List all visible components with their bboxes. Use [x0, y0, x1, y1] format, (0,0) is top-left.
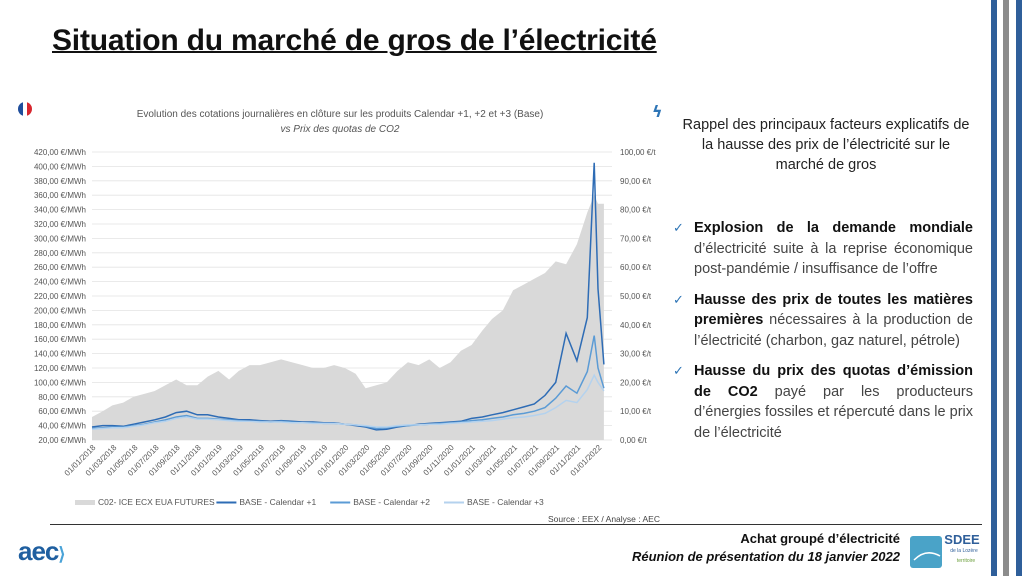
- aec-logo: aec⟩: [18, 536, 65, 566]
- legend-label: BASE - Calendar +2: [353, 497, 430, 507]
- y-left-tick-label: 280,00 €/MWh: [34, 249, 86, 258]
- y-left-tick-label: 300,00 €/MWh: [34, 234, 86, 243]
- y-left-tick-label: 100,00 €/MWh: [34, 378, 86, 387]
- factors-title: Rappel des principaux facteurs explicati…: [682, 117, 970, 173]
- y-left-tick-label: 80,00 €/MWh: [38, 393, 86, 402]
- y-right-tick-label: 20,00 €/t: [620, 378, 652, 387]
- co2-area: [92, 195, 604, 440]
- footer-divider: [50, 524, 982, 525]
- footer-line2: Réunion de présentation du 18 janvier 20…: [631, 549, 900, 564]
- y-left-tick-label: 240,00 €/MWh: [34, 278, 86, 287]
- factor-item: ✓ Hausse des prix de toutes les matières …: [673, 290, 973, 352]
- legend-label: BASE - Calendar +1: [239, 497, 316, 507]
- y-left-tick-label: 180,00 €/MWh: [34, 321, 86, 330]
- legend-label: C02- ICE ECX EUA FUTURES: [98, 497, 215, 507]
- legend-label: BASE - Calendar +3: [467, 497, 544, 507]
- decor-stripe: [1003, 0, 1009, 576]
- y-right-tick-label: 40,00 €/t: [620, 321, 652, 330]
- chart-source: Source : EEX / Analyse : AEC: [548, 514, 660, 524]
- chart-subtitle: vs Prix des quotas de CO2: [281, 124, 400, 135]
- factor-item: ✓ Explosion de la demande mondiale d’élec…: [673, 218, 973, 280]
- sdee-logo: SDEE de la Lozère territoire: [910, 532, 980, 568]
- france-flag-icon: [18, 102, 32, 116]
- checkmark-icon: ✓: [673, 220, 684, 235]
- y-right-tick-label: 60,00 €/t: [620, 263, 652, 272]
- y-left-tick-label: 60,00 €/MWh: [38, 407, 86, 416]
- factor-bold: Hausse des prix de toutes les matières p…: [694, 291, 973, 329]
- y-right-tick-label: 70,00 €/t: [620, 234, 652, 243]
- factors-list: ✓ Explosion de la demande mondiale d’élec…: [673, 218, 973, 453]
- slide-title: Situation du marché de gros de l’électri…: [52, 24, 657, 57]
- y-right-tick-label: 50,00 €/t: [620, 292, 652, 301]
- y-left-tick-label: 120,00 €/MWh: [34, 364, 86, 373]
- svg-text:SDEE: SDEE: [944, 532, 980, 547]
- y-right-tick-label: 0,00 €/t: [620, 436, 647, 445]
- y-left-tick-label: 260,00 €/MWh: [34, 263, 86, 272]
- series-line-base-calendar-3: [91, 373, 605, 430]
- footer-text: Achat groupé d’électricité Réunion de pr…: [632, 530, 900, 566]
- decor-stripe: [1016, 0, 1022, 576]
- factor-bold: Hausse du prix des quotas d’émission de …: [694, 363, 973, 400]
- y-left-tick-label: 200,00 €/MWh: [34, 306, 86, 315]
- factor-item: ✓ Hausse du prix des quotas d’émission de…: [673, 361, 973, 443]
- chart-title: Evolution des cotations journalières en …: [137, 109, 544, 120]
- factor-text: d’électricité suite à la reprise économi…: [694, 240, 973, 278]
- y-left-tick-label: 380,00 €/MWh: [34, 177, 86, 186]
- y-right-tick-label: 90,00 €/t: [620, 177, 652, 186]
- lightning-icon: ϟ: [652, 102, 663, 121]
- y-left-tick-label: 400,00 €/MWh: [34, 162, 86, 171]
- factor-bold: Explosion de la demande mondiale: [694, 220, 973, 236]
- y-left-tick-label: 20,00 €/MWh: [38, 436, 86, 445]
- y-right-tick-label: 30,00 €/t: [620, 350, 652, 359]
- footer-line1: Achat groupé d’électricité: [740, 531, 900, 546]
- checkmark-icon: ✓: [673, 363, 684, 378]
- factor-text: payé par les producteurs d’énergies foss…: [694, 383, 973, 441]
- y-right-tick-label: 100,00 €/t: [620, 148, 656, 157]
- y-left-tick-label: 320,00 €/MWh: [34, 220, 86, 229]
- legend-swatch: [75, 500, 95, 505]
- y-left-tick-label: 420,00 €/MWh: [34, 148, 86, 157]
- y-left-tick-label: 220,00 €/MWh: [34, 292, 86, 301]
- factor-text: nécessaires à la production de l’électri…: [694, 312, 973, 349]
- svg-text:territoire: territoire: [957, 558, 976, 564]
- y-left-tick-label: 340,00 €/MWh: [34, 206, 86, 215]
- y-right-tick-label: 10,00 €/t: [620, 407, 652, 416]
- checkmark-icon: ✓: [673, 291, 684, 307]
- y-left-tick-label: 40,00 €/MWh: [38, 422, 86, 431]
- price-chart: Evolution des cotations journalières en …: [34, 109, 660, 524]
- y-left-tick-label: 140,00 €/MWh: [34, 350, 86, 359]
- y-right-tick-label: 80,00 €/t: [620, 206, 652, 215]
- svg-text:de la Lozère: de la Lozère: [950, 548, 978, 554]
- decor-stripe: [991, 0, 997, 576]
- y-left-tick-label: 160,00 €/MWh: [34, 335, 86, 344]
- y-left-tick-label: 360,00 €/MWh: [34, 191, 86, 200]
